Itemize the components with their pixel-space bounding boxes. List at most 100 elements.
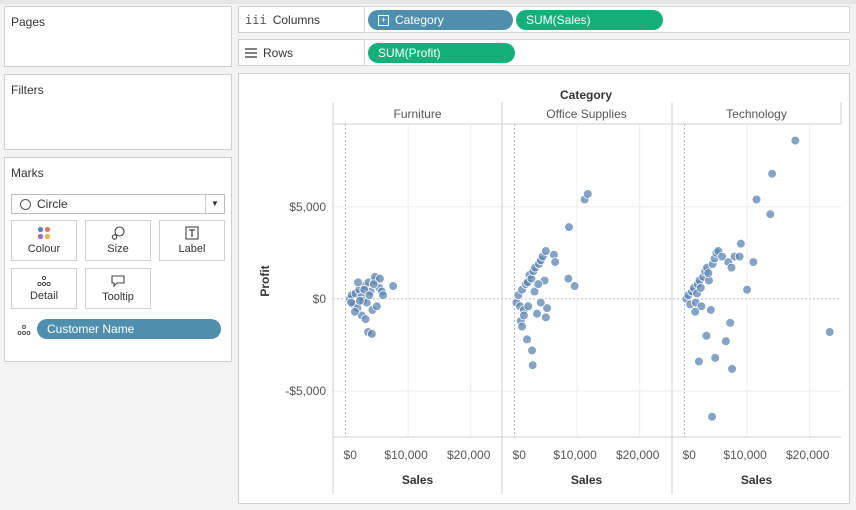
customer-name-pill-label: Customer Name	[47, 322, 135, 336]
rows-shelf: Rows	[238, 39, 366, 66]
data-point	[727, 364, 737, 374]
data-point	[368, 279, 379, 289]
x-tick-label: $20,000	[786, 448, 830, 462]
data-point	[721, 336, 731, 347]
data-point	[536, 297, 546, 308]
data-point	[767, 168, 777, 179]
x-tick-label: $10,000	[723, 448, 767, 462]
x-tick-label: $20,000	[447, 448, 491, 462]
x-tick-label: $0	[344, 448, 358, 462]
data-point	[707, 411, 717, 422]
mark-type-dropdown[interactable]: Circle ▼	[11, 194, 225, 214]
colour-button[interactable]: Colour	[11, 220, 77, 261]
customer-name-pill[interactable]: Customer Name	[37, 319, 221, 339]
chevron-down-icon[interactable]: ▼	[205, 195, 224, 213]
data-point	[355, 295, 365, 306]
data-point	[541, 246, 551, 256]
columns-shelf: iii Columns	[238, 6, 366, 33]
filters-card[interactable]: Filters	[4, 74, 232, 150]
sum-profit-pill[interactable]: SUM(Profit)	[368, 43, 515, 63]
pane-header: Office Supplies	[546, 107, 627, 121]
data-point	[695, 283, 706, 293]
colour-label: Colour	[27, 243, 61, 255]
data-point	[522, 334, 532, 345]
data-point	[388, 281, 398, 291]
data-point	[569, 281, 580, 291]
x-tick-label: $0	[683, 448, 697, 462]
sum-sales-pill-label: SUM(Sales)	[526, 13, 591, 27]
data-point	[726, 262, 737, 273]
columns-icon: iii	[245, 13, 267, 27]
x-axis-title: Sales	[402, 473, 434, 487]
rows-label: Rows	[263, 46, 294, 60]
rows-icon	[245, 48, 257, 58]
x-tick-label: $10,000	[553, 448, 597, 462]
data-point	[690, 307, 700, 317]
tooltip-button[interactable]: Tooltip	[85, 268, 151, 309]
x-axis-title: Sales	[741, 473, 773, 487]
data-point	[378, 290, 388, 301]
detail-icon	[37, 275, 51, 287]
data-point	[542, 303, 552, 313]
scatter-chart[interactable]: Category Profit $5,000 $0 -$5,000 Furniture $0…	[239, 74, 849, 503]
circle-icon	[20, 198, 31, 210]
data-point	[703, 268, 714, 278]
data-point	[353, 277, 363, 288]
category-pill[interactable]: + Category	[368, 10, 513, 30]
data-point	[710, 353, 720, 363]
data-point	[523, 301, 534, 312]
label-button[interactable]: Label	[159, 220, 225, 261]
data-point	[564, 222, 574, 232]
data-point	[751, 194, 762, 205]
pages-card[interactable]: Pages	[4, 6, 232, 67]
marks-card: Marks Circle ▼ Colour Size Label	[4, 157, 232, 362]
data-point	[748, 257, 759, 267]
size-button[interactable]: Size	[85, 220, 151, 261]
data-point	[541, 312, 551, 323]
size-icon	[111, 226, 125, 240]
detail-label: Detail	[29, 290, 59, 302]
top-strip	[0, 0, 856, 4]
y-axis-title: Profit	[258, 265, 272, 296]
expand-icon[interactable]: +	[378, 14, 389, 26]
columns-label: Columns	[272, 13, 321, 27]
x-tick-label: $10,000	[384, 448, 428, 462]
rows-shelf-header: Rows	[245, 46, 293, 60]
data-point	[364, 290, 375, 301]
data-point	[550, 257, 561, 267]
detail-button[interactable]: Detail	[11, 268, 77, 309]
data-point	[701, 330, 712, 341]
data-point	[563, 273, 574, 284]
sum-sales-pill[interactable]: SUM(Sales)	[516, 10, 663, 30]
data-point	[527, 345, 537, 356]
category-pill-label: Category	[395, 13, 444, 27]
data-point	[790, 135, 801, 146]
data-point	[533, 279, 544, 289]
pane-header: Furniture	[393, 107, 441, 121]
data-point	[367, 329, 377, 339]
pages-title: Pages	[11, 15, 46, 29]
data-point	[360, 314, 371, 324]
category-header: Category	[560, 88, 612, 102]
y-tick-label: -$5,000	[285, 384, 326, 398]
rows-drop-area[interactable]: SUM(Profit)	[364, 39, 850, 66]
data-point	[734, 251, 745, 262]
columns-drop-area[interactable]: + Category SUM(Sales)	[364, 6, 850, 33]
x-tick-label: $20,000	[616, 448, 660, 462]
data-point	[694, 356, 704, 367]
filters-title: Filters	[11, 83, 44, 97]
data-point	[706, 305, 716, 315]
data-point	[824, 327, 835, 337]
mark-type-value: Circle	[37, 197, 68, 211]
visualization-canvas: Category Profit $5,000 $0 -$5,000 Furniture $0…	[238, 73, 850, 504]
data-point	[582, 189, 593, 199]
sum-profit-pill-label: SUM(Profit)	[378, 46, 441, 60]
size-label: Size	[107, 243, 129, 255]
data-point	[765, 209, 776, 220]
y-tick-label: $5,000	[289, 200, 326, 214]
tooltip-label: Tooltip	[102, 290, 134, 303]
x-axis-title: Sales	[571, 473, 603, 487]
data-point	[517, 321, 527, 332]
data-point	[527, 360, 538, 370]
marks-title: Marks	[11, 166, 44, 180]
